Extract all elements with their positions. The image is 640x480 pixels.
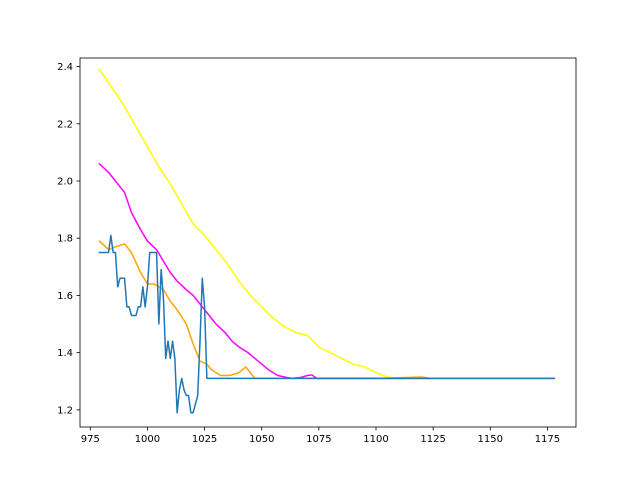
x-tick-label: 1150 (478, 434, 503, 445)
series-line-4 (98, 234, 556, 414)
y-tick-label: 1.2 (57, 405, 73, 416)
y-tick-label: 2.0 (57, 177, 73, 188)
y-tick-label: 2.4 (57, 62, 73, 73)
x-axis: 975 1000 1025 1050 1075 1100 1125 1150 1175 (81, 427, 560, 445)
series-layer (98, 68, 556, 414)
x-tick-label: 1175 (535, 434, 560, 445)
y-axis: 1.2 1.4 1.6 1.8 2.0 2.2 2.4 (57, 62, 80, 416)
x-tick-label: 975 (81, 434, 100, 445)
x-tick-label: 1125 (420, 434, 445, 445)
plot-frame (79, 57, 577, 428)
x-tick-label: 1050 (249, 434, 274, 445)
y-tick-label: 1.4 (57, 348, 73, 359)
y-tick-label: 1.8 (57, 234, 73, 245)
series-line-1 (98, 68, 556, 380)
x-tick-label: 1000 (135, 434, 160, 445)
y-tick-label: 2.2 (57, 119, 73, 130)
series-line-2 (98, 162, 434, 380)
y-tick-label: 1.6 (57, 291, 73, 302)
x-tick-label: 1075 (306, 434, 331, 445)
x-tick-label: 1100 (363, 434, 388, 445)
x-tick-label: 1025 (192, 434, 217, 445)
